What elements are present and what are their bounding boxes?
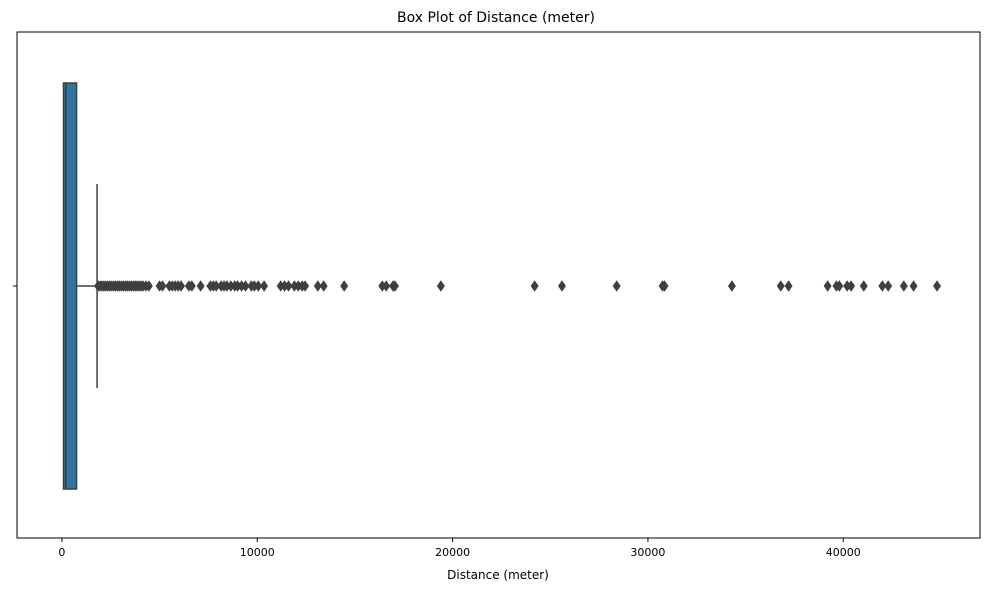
outlier-point (196, 280, 205, 292)
outlier-point (241, 280, 250, 292)
outlier-point (612, 280, 621, 292)
outlier-point (319, 280, 328, 292)
outlier-point (382, 280, 391, 292)
outlier-point (436, 280, 445, 292)
outlier-point (313, 280, 322, 292)
x-tick-label: 20000 (435, 546, 470, 559)
outlier-point (776, 280, 785, 292)
outlier-point (340, 280, 349, 292)
outlier-point (284, 280, 293, 292)
outlier-point (784, 280, 793, 292)
outlier-point (727, 280, 736, 292)
outlier-point (390, 280, 399, 292)
outlier-point (158, 280, 167, 292)
outlier-point (557, 280, 566, 292)
outlier-point (859, 280, 868, 292)
outlier-point (301, 280, 310, 292)
x-tick-label: 30000 (630, 546, 665, 559)
outlier-point (835, 280, 844, 292)
axes-frame (16, 31, 981, 539)
x-tick-label: 10000 (240, 546, 275, 559)
plot-area (62, 82, 942, 490)
outlier-point (847, 280, 856, 292)
outlier-point (260, 280, 269, 292)
outlier-point (177, 280, 186, 292)
x-axis-label: Distance (meter) (447, 568, 549, 582)
outlier-point (823, 280, 832, 292)
chart-title: Box Plot of Distance (meter) (397, 10, 595, 26)
outlier-point (187, 280, 196, 292)
outlier-point (144, 280, 153, 292)
x-tick-label: 0 (58, 546, 65, 559)
outlier-point (884, 280, 893, 292)
box (62, 82, 78, 490)
outlier-point (530, 280, 539, 292)
x-tick-label: 40000 (826, 546, 861, 559)
outlier-point (899, 280, 908, 292)
outlier-point (909, 280, 918, 292)
x-axis: 0 10000 20000 30000 40000 (58, 538, 861, 559)
outlier-point (660, 280, 669, 292)
outlier-point (254, 280, 263, 292)
outlier-point (878, 280, 887, 292)
outlier-point (933, 280, 942, 292)
